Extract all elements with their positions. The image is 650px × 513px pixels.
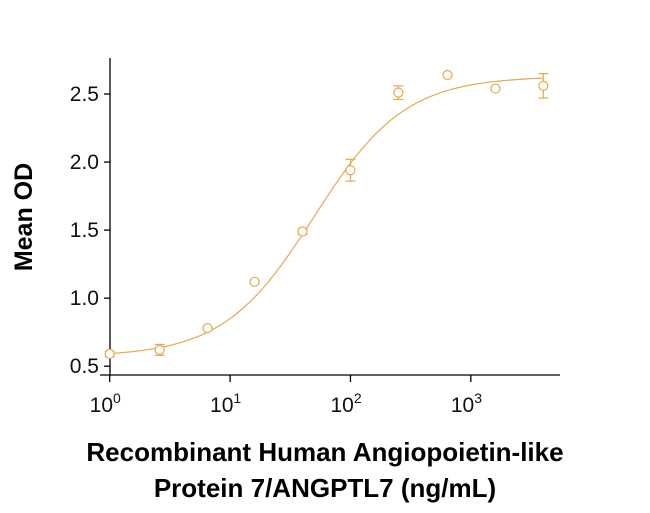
- data-point: [297, 226, 308, 237]
- data-point: [393, 85, 404, 101]
- point-marker: [154, 344, 165, 355]
- x-axis-title-line-1: Recombinant Human Angiopoietin-like: [86, 437, 563, 467]
- x-axis: 100 101 102 103: [90, 374, 560, 417]
- point-marker: [345, 165, 356, 176]
- y-tick-label: 1.0: [70, 287, 99, 310]
- y-tick-label: 1.5: [70, 219, 99, 242]
- data-point: [249, 276, 260, 287]
- point-marker: [490, 83, 501, 94]
- x-tick-label: 100: [90, 390, 121, 417]
- point-marker: [538, 80, 549, 91]
- data-point: [202, 322, 213, 334]
- y-axis: 0.5 1.0 1.5 2.0 2.5: [70, 58, 111, 378]
- y-axis-title: Mean OD: [10, 163, 38, 271]
- y-tick-label: 0.5: [70, 355, 99, 378]
- point-marker: [202, 322, 213, 334]
- x-axis-title-line-2: Protein 7/ANGPTL7 (ng/mL): [154, 473, 496, 503]
- data-points: [104, 69, 549, 360]
- data-point: [154, 343, 165, 356]
- y-tick-label: 2.0: [70, 151, 99, 174]
- data-point: [490, 83, 501, 94]
- point-marker: [442, 69, 453, 81]
- y-tick-label: 2.5: [70, 83, 99, 106]
- x-tick-label: 101: [210, 390, 241, 417]
- fit-curve: [109, 77, 544, 355]
- data-point: [104, 348, 115, 360]
- x-tick-label: 103: [451, 390, 482, 417]
- point-marker: [104, 348, 115, 360]
- data-point: [345, 158, 356, 182]
- data-point: [442, 69, 453, 81]
- plot-area: [104, 69, 549, 360]
- point-marker: [393, 87, 404, 98]
- point-marker: [249, 276, 260, 287]
- x-tick-label: 102: [330, 390, 361, 417]
- point-marker: [297, 226, 308, 237]
- data-point: [538, 73, 549, 99]
